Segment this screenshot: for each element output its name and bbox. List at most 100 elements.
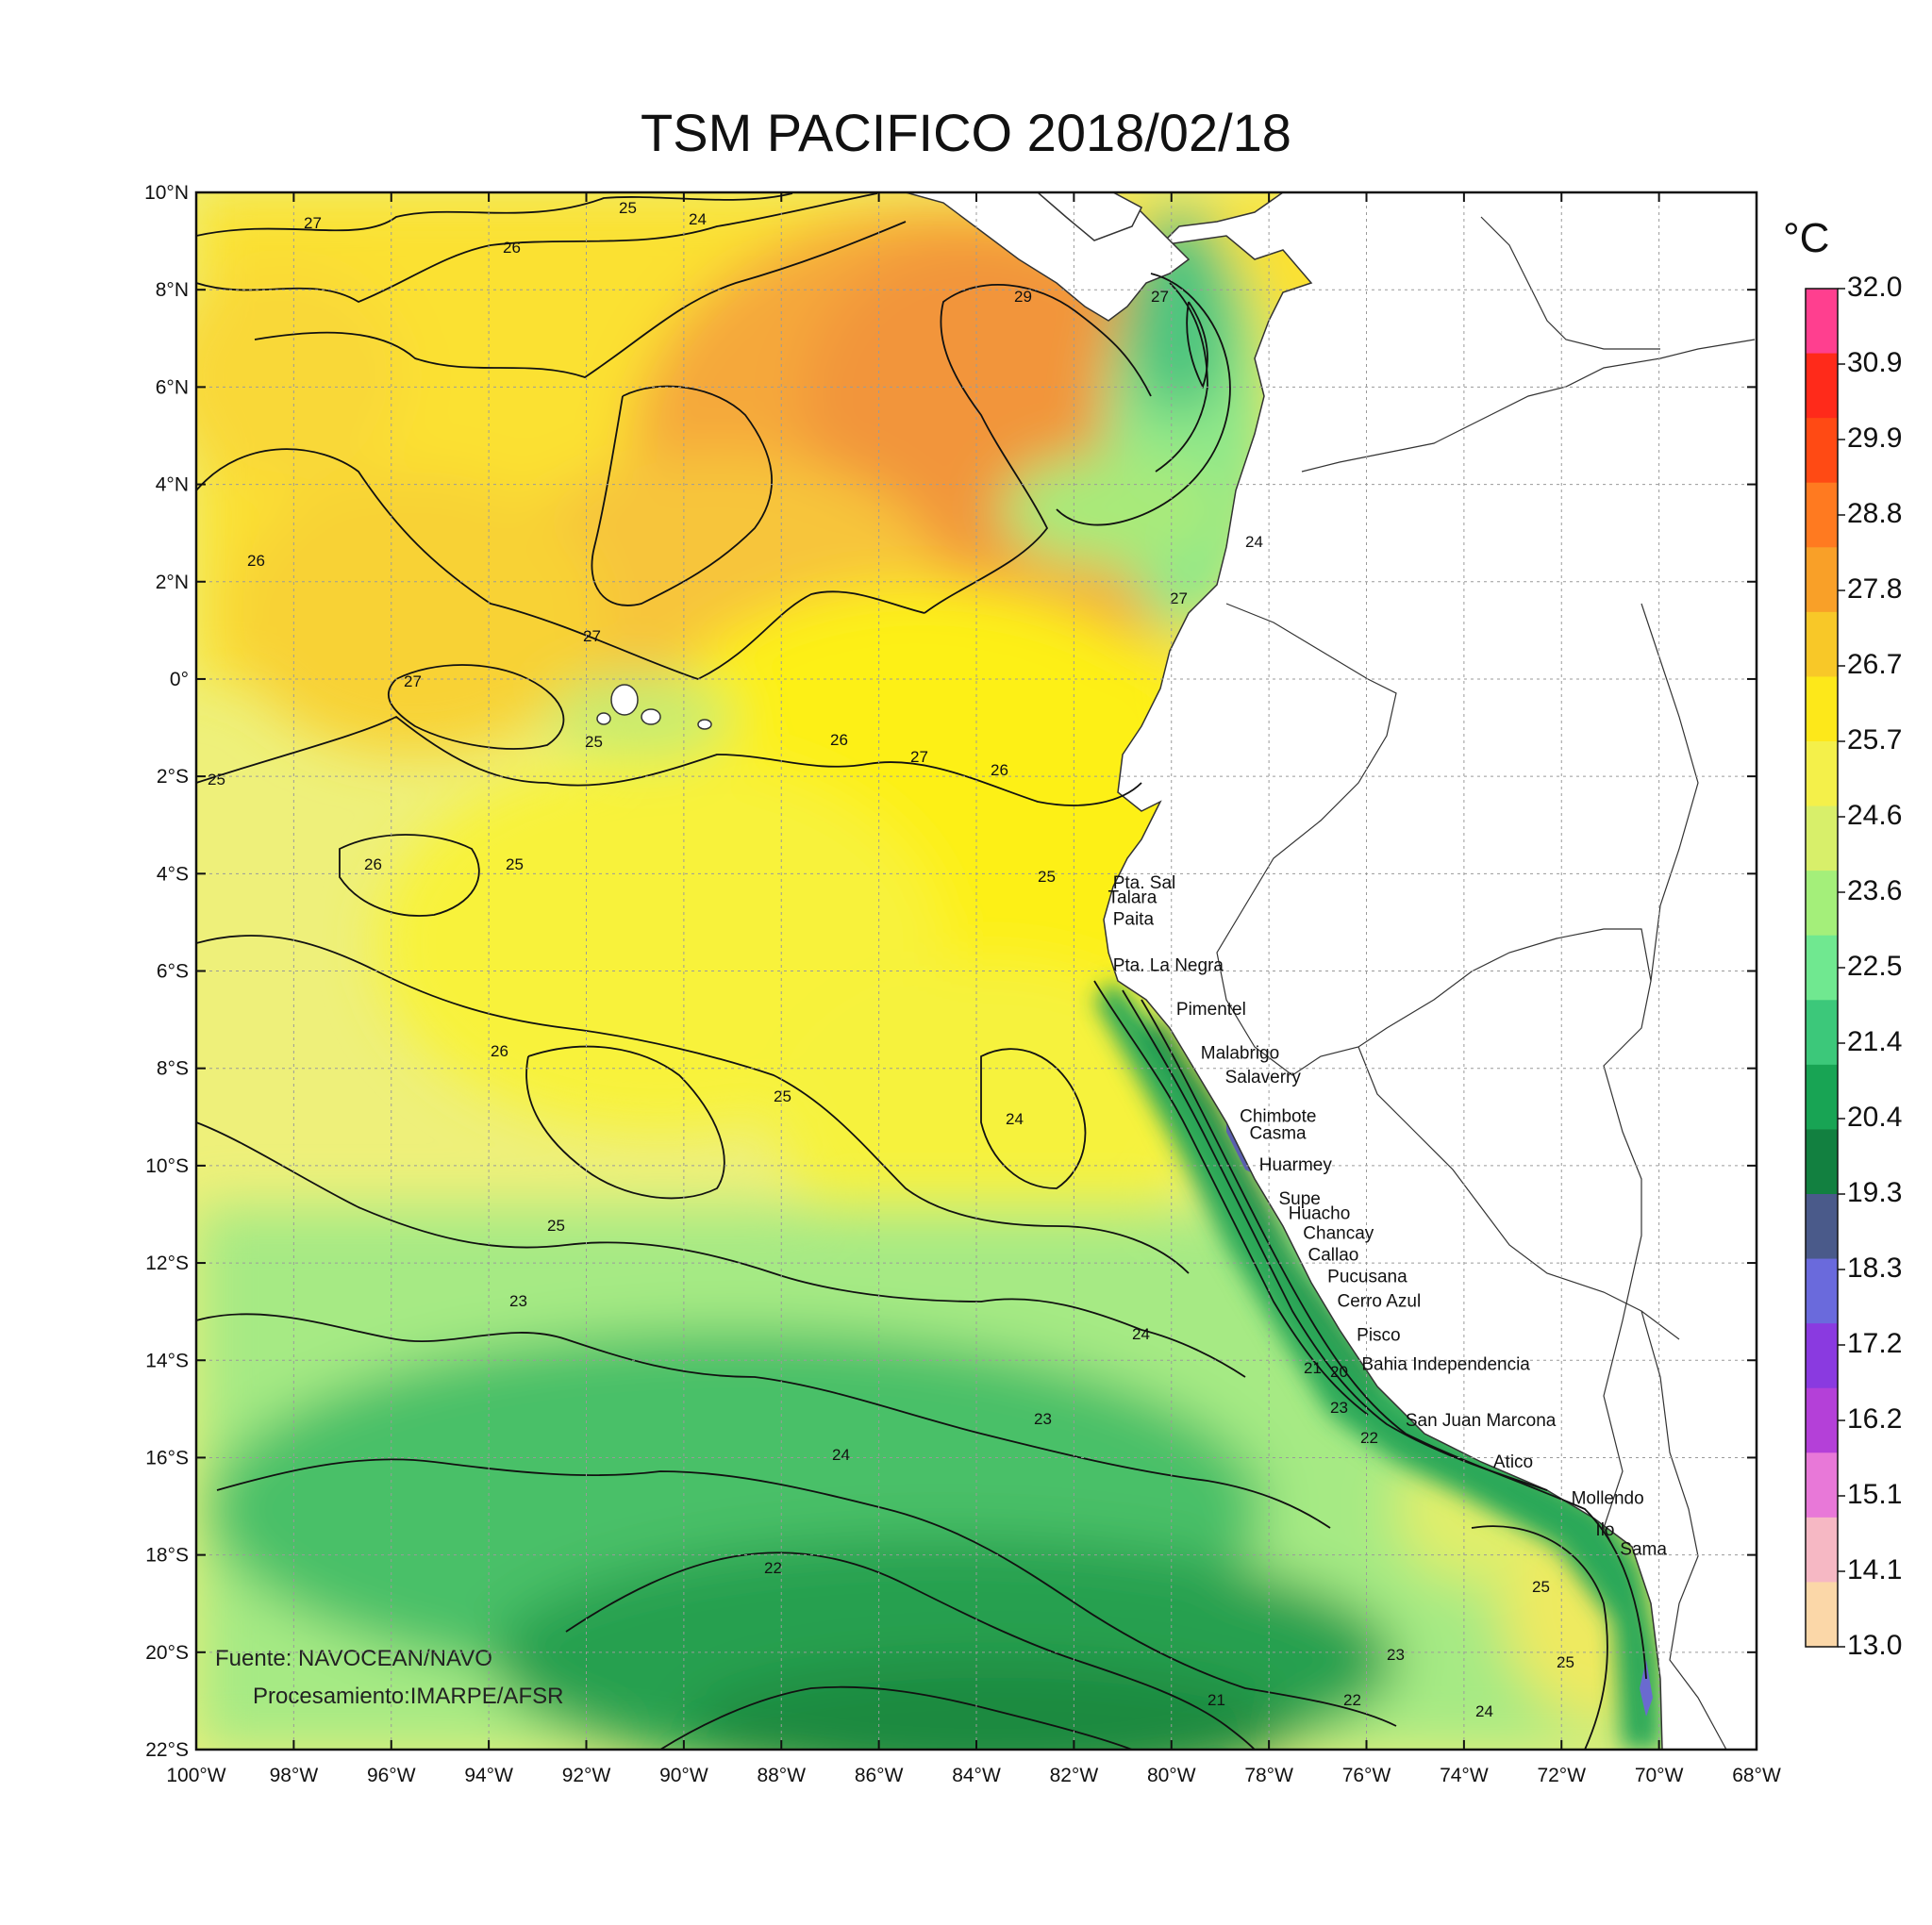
colorbar-label: 16.2	[1847, 1403, 1903, 1435]
place-label: Paita	[1113, 909, 1155, 929]
svg-text:25: 25	[208, 771, 225, 788]
map-notes: Fuente: NAVOCEAN/NAVO Procesamiento:IMAR…	[215, 1646, 563, 1709]
colorbar-cell	[1806, 1387, 1838, 1453]
lon-tick-label: 94°W	[464, 1765, 513, 1786]
colorbar-label: 32.0	[1847, 272, 1903, 303]
lat-tick-label: 0°	[170, 669, 189, 690]
lat-tick-label: 16°S	[145, 1447, 189, 1469]
lat-tick-label: 6°S	[157, 961, 189, 983]
place-label: Pimentel	[1176, 1000, 1246, 1020]
svg-text:26: 26	[830, 731, 848, 749]
colorbar	[1805, 288, 1845, 1648]
colorbar-cell	[1806, 418, 1838, 484]
svg-text:27: 27	[910, 748, 928, 766]
place-label: Sama	[1620, 1540, 1667, 1560]
lat-tick-label: 8°N	[156, 279, 189, 301]
lon-tick-label: 88°W	[757, 1765, 806, 1786]
colorbar-cell	[1806, 935, 1838, 1001]
place-label: Supe	[1278, 1189, 1320, 1209]
colorbar-cell	[1806, 1323, 1838, 1389]
colorbar-label: 20.4	[1847, 1102, 1903, 1133]
svg-text:27: 27	[404, 672, 422, 690]
lon-tick-label: 72°W	[1537, 1765, 1586, 1786]
lon-tick-label: 84°W	[952, 1765, 1001, 1786]
axis-ticks	[195, 191, 1757, 1751]
svg-text:21: 21	[1208, 1691, 1225, 1709]
svg-text:25: 25	[547, 1217, 565, 1235]
lat-tick-label: 6°N	[156, 376, 189, 398]
lon-tick-label: 82°W	[1050, 1765, 1099, 1786]
place-label: Cerro Azul	[1337, 1291, 1421, 1311]
svg-text:25: 25	[619, 199, 637, 217]
colorbar-cell	[1806, 1517, 1838, 1584]
place-label: Callao	[1307, 1245, 1358, 1265]
source-note: Fuente: NAVOCEAN/NAVO	[215, 1646, 492, 1671]
svg-text:26: 26	[991, 761, 1008, 779]
svg-text:23: 23	[1034, 1410, 1052, 1428]
svg-text:25: 25	[1557, 1653, 1574, 1671]
colorbar-cell	[1806, 1582, 1838, 1648]
colorbar-cell	[1806, 676, 1838, 742]
svg-text:24: 24	[689, 210, 707, 228]
svg-text:23: 23	[1387, 1646, 1405, 1664]
place-label: Ilo	[1595, 1520, 1614, 1540]
svg-text:25: 25	[585, 733, 603, 751]
place-label: Salaverry	[1225, 1068, 1302, 1087]
colorbar-label: 28.8	[1847, 498, 1903, 529]
place-label: Malabrigo	[1201, 1043, 1279, 1063]
svg-text:24: 24	[1006, 1110, 1024, 1128]
colorbar-cell	[1806, 547, 1838, 613]
svg-text:27: 27	[1170, 589, 1188, 607]
colorbar-label: 29.9	[1847, 423, 1903, 454]
place-label: San Juan Marcona	[1406, 1411, 1557, 1431]
colorbar-label: 14.1	[1847, 1554, 1903, 1585]
svg-text:26: 26	[364, 855, 382, 873]
colorbar-cell	[1806, 482, 1838, 548]
svg-text:21: 21	[1304, 1359, 1322, 1377]
colorbar-cell	[1806, 611, 1838, 678]
place-label: Talara	[1108, 888, 1158, 907]
place-label: Mollendo	[1572, 1488, 1644, 1508]
svg-text:26: 26	[491, 1042, 508, 1060]
place-label: Bahia Independencia	[1361, 1355, 1530, 1375]
place-label: Pisco	[1357, 1326, 1400, 1346]
colorbar-cell	[1806, 1452, 1838, 1518]
lat-tick-label: 4°S	[157, 863, 189, 885]
svg-text:29: 29	[1014, 288, 1032, 306]
colorbar-label: 15.1	[1847, 1479, 1903, 1510]
svg-text:24: 24	[1475, 1702, 1493, 1720]
lon-tick-label: 76°W	[1342, 1765, 1391, 1786]
lon-tick-label: 70°W	[1635, 1765, 1684, 1786]
lon-tick-label: 100°W	[166, 1765, 225, 1786]
colorbar-label: 21.4	[1847, 1026, 1903, 1057]
colorbar-label: 26.7	[1847, 649, 1903, 680]
lon-tick-label: 78°W	[1244, 1765, 1293, 1786]
svg-text:25: 25	[506, 855, 524, 873]
colorbar-label: 13.0	[1847, 1630, 1903, 1661]
lat-axis-labels: 10°N 8°N 6°N 4°N 2°N 0° 2°S 4°S 6°S 8°S 10°S 12°S 14…	[144, 182, 189, 1761]
colorbar-label: 18.3	[1847, 1253, 1903, 1284]
place-label: Pta. Sal	[1113, 873, 1176, 893]
lon-axis-labels: 100°W 98°W 96°W 94°W 92°W 90°W 88°W 86°W 84°W 82°…	[166, 1765, 1781, 1786]
place-label: Atico	[1493, 1452, 1533, 1472]
lat-tick-label: 14°S	[145, 1350, 189, 1371]
place-label: Casma	[1249, 1123, 1307, 1143]
processing-note: Procesamiento:IMARPE/AFSR	[253, 1684, 563, 1709]
colorbar-cell	[1806, 741, 1838, 807]
gridlines	[196, 192, 1757, 1750]
svg-text:24: 24	[1132, 1325, 1150, 1343]
colorbar-cell	[1806, 289, 1838, 355]
colorbar-cell	[1806, 1000, 1838, 1066]
colorbar-cell	[1806, 1194, 1838, 1260]
lat-tick-label: 10°N	[144, 182, 189, 204]
colorbar-cell	[1806, 1258, 1838, 1324]
lat-tick-label: 18°S	[145, 1545, 189, 1567]
lat-tick-label: 4°N	[156, 474, 189, 496]
colorbar-label: 24.6	[1847, 800, 1903, 831]
colorbar-label: 19.3	[1847, 1177, 1903, 1208]
svg-text:24: 24	[832, 1446, 850, 1464]
colorbar-label: 17.2	[1847, 1328, 1903, 1359]
lon-tick-label: 96°W	[367, 1765, 416, 1786]
svg-text:22: 22	[1343, 1691, 1361, 1709]
